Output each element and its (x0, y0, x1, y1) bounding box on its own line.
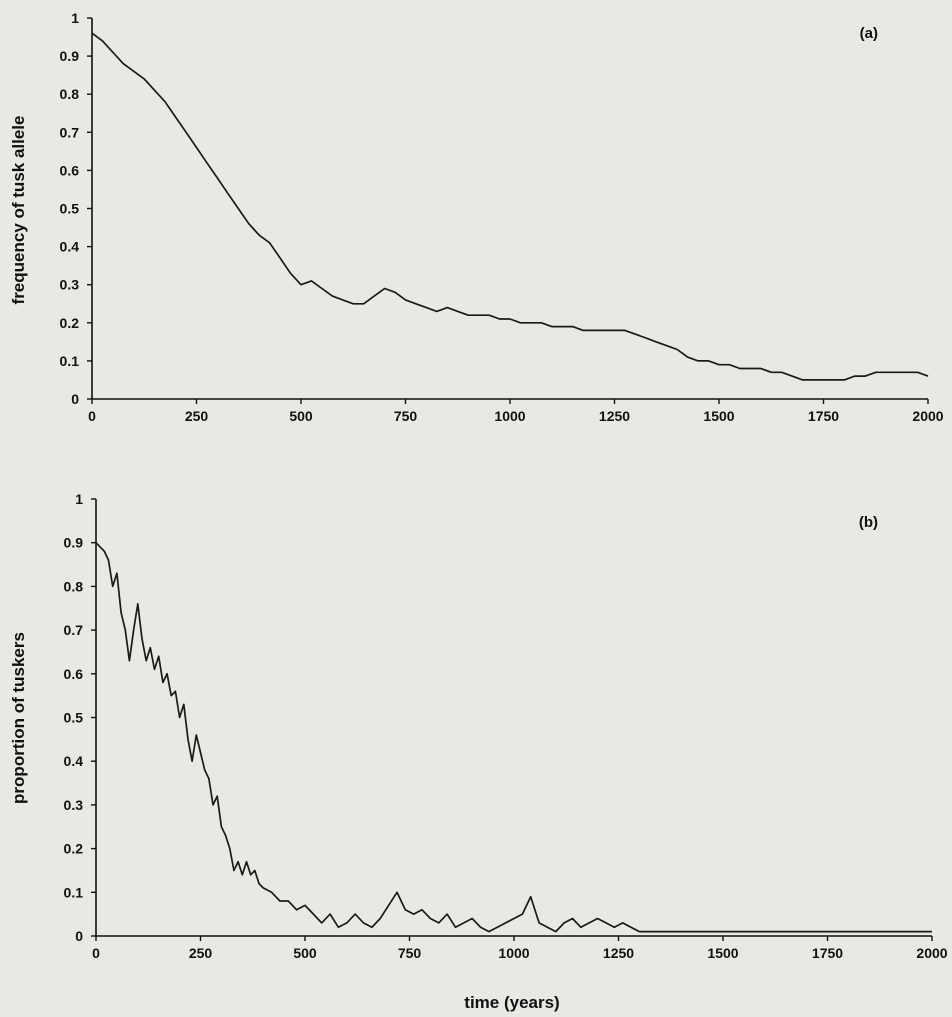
x-tick-label: 0 (88, 408, 96, 424)
chart-panel-b: (b) proportion of tuskers time (years) 0… (9, 491, 948, 1012)
x-tick-label: 1500 (703, 408, 734, 424)
x-tick-label: 500 (289, 408, 313, 424)
x-tick-label: 1000 (494, 408, 525, 424)
x-tick-label: 1500 (707, 945, 738, 961)
x-tick-label: 250 (189, 945, 213, 961)
y-axis-title-a: frequency of tusk allele (9, 116, 28, 305)
x-tick-label: 1250 (603, 945, 634, 961)
y-tick-label: 0.4 (64, 753, 84, 769)
x-tick-label: 750 (394, 408, 418, 424)
x-tick-label: 2000 (912, 408, 943, 424)
y-tick-label: 0.6 (60, 162, 80, 178)
panel-label-a: (a) (860, 25, 878, 42)
y-tick-label: 0.5 (64, 710, 84, 726)
panel-label-b: (b) (859, 514, 878, 531)
y-tick-label: 1 (75, 491, 83, 507)
y-tick-label: 0.8 (60, 86, 80, 102)
x-tick-label: 1750 (808, 408, 839, 424)
y-tick-label: 0.9 (64, 535, 84, 551)
x-tick-label: 1250 (599, 408, 630, 424)
y-tick-label: 0.2 (60, 315, 80, 331)
y-tick-label: 0.7 (64, 622, 84, 638)
x-axis-title-b: time (years) (464, 993, 559, 1012)
x-tick-label: 500 (293, 945, 317, 961)
y-tick-label: 0 (75, 928, 83, 944)
y-tick-label: 0.6 (64, 666, 84, 682)
y-tick-label: 0.5 (60, 201, 80, 217)
x-tick-label: 1000 (498, 945, 529, 961)
y-tick-label: 0.1 (60, 353, 80, 369)
y-tick-label: 0.7 (60, 124, 80, 140)
x-tick-label: 750 (398, 945, 422, 961)
y-tick-label: 1 (71, 10, 79, 26)
y-tick-label: 0 (71, 391, 79, 407)
x-tick-label: 1750 (812, 945, 843, 961)
series-line (91, 32, 929, 381)
y-tick-label: 0.8 (64, 578, 84, 594)
x-tick-label: 2000 (916, 945, 947, 961)
y-tick-label: 0.3 (60, 277, 80, 293)
chart-panel-a: (a) frequency of tusk allele 0 0.1 0.2 0.3 0… (9, 10, 944, 424)
series-line (95, 542, 932, 933)
y-tick-label: 0.1 (64, 884, 84, 900)
x-tick-label: 250 (185, 408, 209, 424)
x-tick-label: 0 (92, 945, 100, 961)
y-tick-label: 0.3 (64, 797, 84, 813)
y-tick-label: 0.9 (60, 48, 80, 64)
y-axis-title-b: proportion of tuskers (9, 632, 28, 804)
y-tick-label: 0.4 (60, 239, 80, 255)
y-tick-label: 0.2 (64, 841, 84, 857)
